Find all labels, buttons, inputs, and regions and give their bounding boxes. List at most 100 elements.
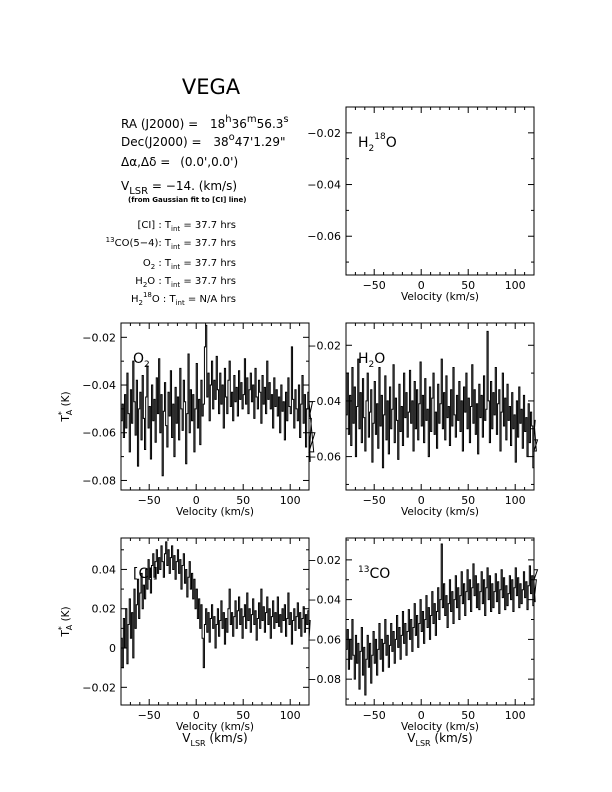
h2o-xtick-label: 100 [505, 494, 526, 507]
h2o-panel-label: H2O [358, 351, 385, 370]
tint-h2o-label: H [135, 276, 143, 287]
ci-spectrum-trace [121, 541, 311, 669]
ra-hours-unit: h [225, 114, 231, 125]
dec-line: Dec(J2000) = 38o47'1.29" [121, 132, 286, 149]
13co-spectrum-trace [346, 543, 539, 696]
tint-ci: [CI] : Tint = 37.7 hrs [137, 220, 236, 233]
ci-ytick-label: 0 [109, 642, 116, 655]
info-block: RA (J2000) = 18h36m56.3s Dec(J2000) = 38… [106, 114, 289, 307]
vlsr-value: = −14. (km/s) [148, 179, 237, 193]
o2-yaxis-A: A [65, 409, 74, 415]
tint-h218o-label: H [131, 294, 139, 305]
13co-ytick-label: −0.04 [307, 594, 341, 607]
h2-18o-ytick-label: −0.02 [307, 127, 341, 140]
o2-ytick-label: −0.06 [82, 427, 116, 440]
h2-18o-label-part: H [358, 135, 369, 151]
panel-ci: −50 0 50 100 0.04 0.02 0 −0.02 Velocity (km/s)VL… [57, 537, 311, 748]
o2-yaxis-unit: (K) [60, 391, 72, 409]
13co-ytick-label: −0.06 [307, 633, 341, 646]
tint-13co: 13CO(5−4): Tint = 37.7 hrs [106, 236, 236, 251]
tint-h2o: H2O : Tint = 37.7 hrs [135, 276, 236, 289]
ra-label: RA (J2000) = [121, 117, 198, 131]
panel-h2-18o: −50 0 50 100 −0.02 −0.04 −0.06 Velocity (km/s) H… [307, 106, 535, 303]
tint-13co-label: CO(5−4): T [115, 238, 172, 249]
13co-ytick-label: −0.08 [307, 673, 341, 686]
dec-rest: 47'1.29" [235, 135, 286, 149]
13co-xaxis2-unit: (km/s) [431, 731, 473, 745]
h2o-ytick-label: −0.02 [307, 339, 341, 352]
13co-xaxis-label: Velocity (km/s) [401, 721, 479, 733]
ra-line: RA (J2000) = 18h36m56.3s [121, 114, 289, 131]
tint-h2o-value: = 37.7 hrs [180, 276, 236, 287]
ci-yaxis-label: T*A (K) [57, 606, 74, 637]
13co-label-part: 13 [358, 565, 369, 575]
ci-xaxis-label: Velocity (km/s) [176, 721, 254, 733]
tint-13co-sub: int [171, 243, 180, 251]
h2o-ytick-label: −0.04 [307, 395, 341, 408]
ra-hours: 18 [210, 117, 225, 131]
tint-o2: O2 : Tint = 37.7 hrs [143, 258, 236, 271]
o2-panel-label: O2 [133, 351, 150, 370]
dec-degree-symbol: o [229, 132, 235, 143]
tint-h2o-label-after: O : T [147, 276, 172, 287]
ci-xaxis2-main: V [182, 731, 191, 745]
h2-18o-ytick-label: −0.04 [307, 179, 341, 192]
vlsr-symbol: V [121, 179, 130, 193]
h2-18o-panel-label: H2 18O [358, 132, 397, 154]
offset-value: (0.0',0.0') [180, 155, 238, 169]
vlsr-note: (from Gaussian fit to [CI] line) [128, 196, 246, 204]
h2o-xtick-label: 50 [461, 494, 475, 507]
h2o-xaxis-label: Velocity (km/s) [401, 506, 479, 518]
ci-xaxis2-unit: (km/s) [206, 731, 248, 745]
13co-xaxis2-main: V [407, 731, 416, 745]
tint-h218o-label-sub: 2 [138, 299, 142, 307]
o2-xtick-label: −50 [138, 494, 161, 507]
tint-h2o-label-sub: 2 [143, 281, 147, 289]
tint-13co-pre: 13 [106, 236, 115, 244]
13co-xtick-label: 50 [461, 709, 475, 722]
tint-ci-value: = 37.7 hrs [180, 220, 236, 231]
tint-13co-value: = 37.7 hrs [180, 238, 236, 249]
h2-18o-ytick-label: −0.06 [307, 230, 341, 243]
ci-ytick-label: 0.04 [92, 563, 117, 576]
h2o-spectrum-trace [346, 330, 539, 469]
o2-xtick-label: 50 [236, 494, 250, 507]
ci-xaxis-label-2: VLSR (km/s) [182, 731, 247, 748]
13co-xaxis-label-2: VLSR (km/s) [407, 731, 472, 748]
ci-yaxis-A: A [65, 624, 74, 630]
13co-plot-frame [345, 537, 535, 706]
ci-xaxis2-sub: LSR [191, 739, 207, 748]
o2-ytick-label: −0.04 [82, 379, 116, 392]
ra-seconds-unit: s [283, 114, 288, 125]
ra-seconds: 56.3 [257, 117, 284, 131]
ci-yaxis-T: T [60, 630, 72, 638]
tint-h218o-value: = N/A hrs [185, 294, 236, 305]
tint-o2-label-after: : T [155, 258, 172, 269]
figure-title: VEGA [182, 75, 241, 99]
o2-yaxis-T: T [60, 415, 72, 423]
tint-h218o-label-sup: 18 [143, 291, 152, 299]
ra-minutes: 36 [232, 117, 247, 131]
ci-xtick-label: −50 [138, 709, 161, 722]
h2o-label-part: O [374, 351, 385, 367]
o2-yaxis-star: * [57, 411, 66, 415]
o2-spectrum-trace [121, 324, 316, 477]
panel-13co: −50 0 50 100 −0.02 −0.04 −0.06 −0.08 Velocity (k… [307, 537, 539, 748]
13co-label-part: CO [369, 566, 390, 582]
ci-ytick-label: 0.02 [92, 603, 117, 616]
tint-ci-label: [CI] : T [137, 220, 171, 231]
o2-xtick-label: 0 [193, 494, 200, 507]
ci-ytick-label: −0.02 [82, 681, 116, 694]
ci-xtick-label: 100 [280, 709, 301, 722]
dec-degrees: 38 [213, 135, 228, 149]
13co-xaxis2-sub: LSR [416, 739, 432, 748]
o2-yaxis-label: T*A (K) [57, 391, 74, 422]
h2-18o-label-part: O [386, 135, 397, 151]
h2-18o-xtick-label: 50 [461, 279, 475, 292]
h2o-xtick-label: −50 [363, 494, 386, 507]
tint-h2o-sub: int [171, 281, 180, 289]
ci-xtick-label: 50 [236, 709, 250, 722]
tint-o2-sub: int [171, 263, 180, 271]
vlsr-subscript: LSR [129, 186, 148, 197]
